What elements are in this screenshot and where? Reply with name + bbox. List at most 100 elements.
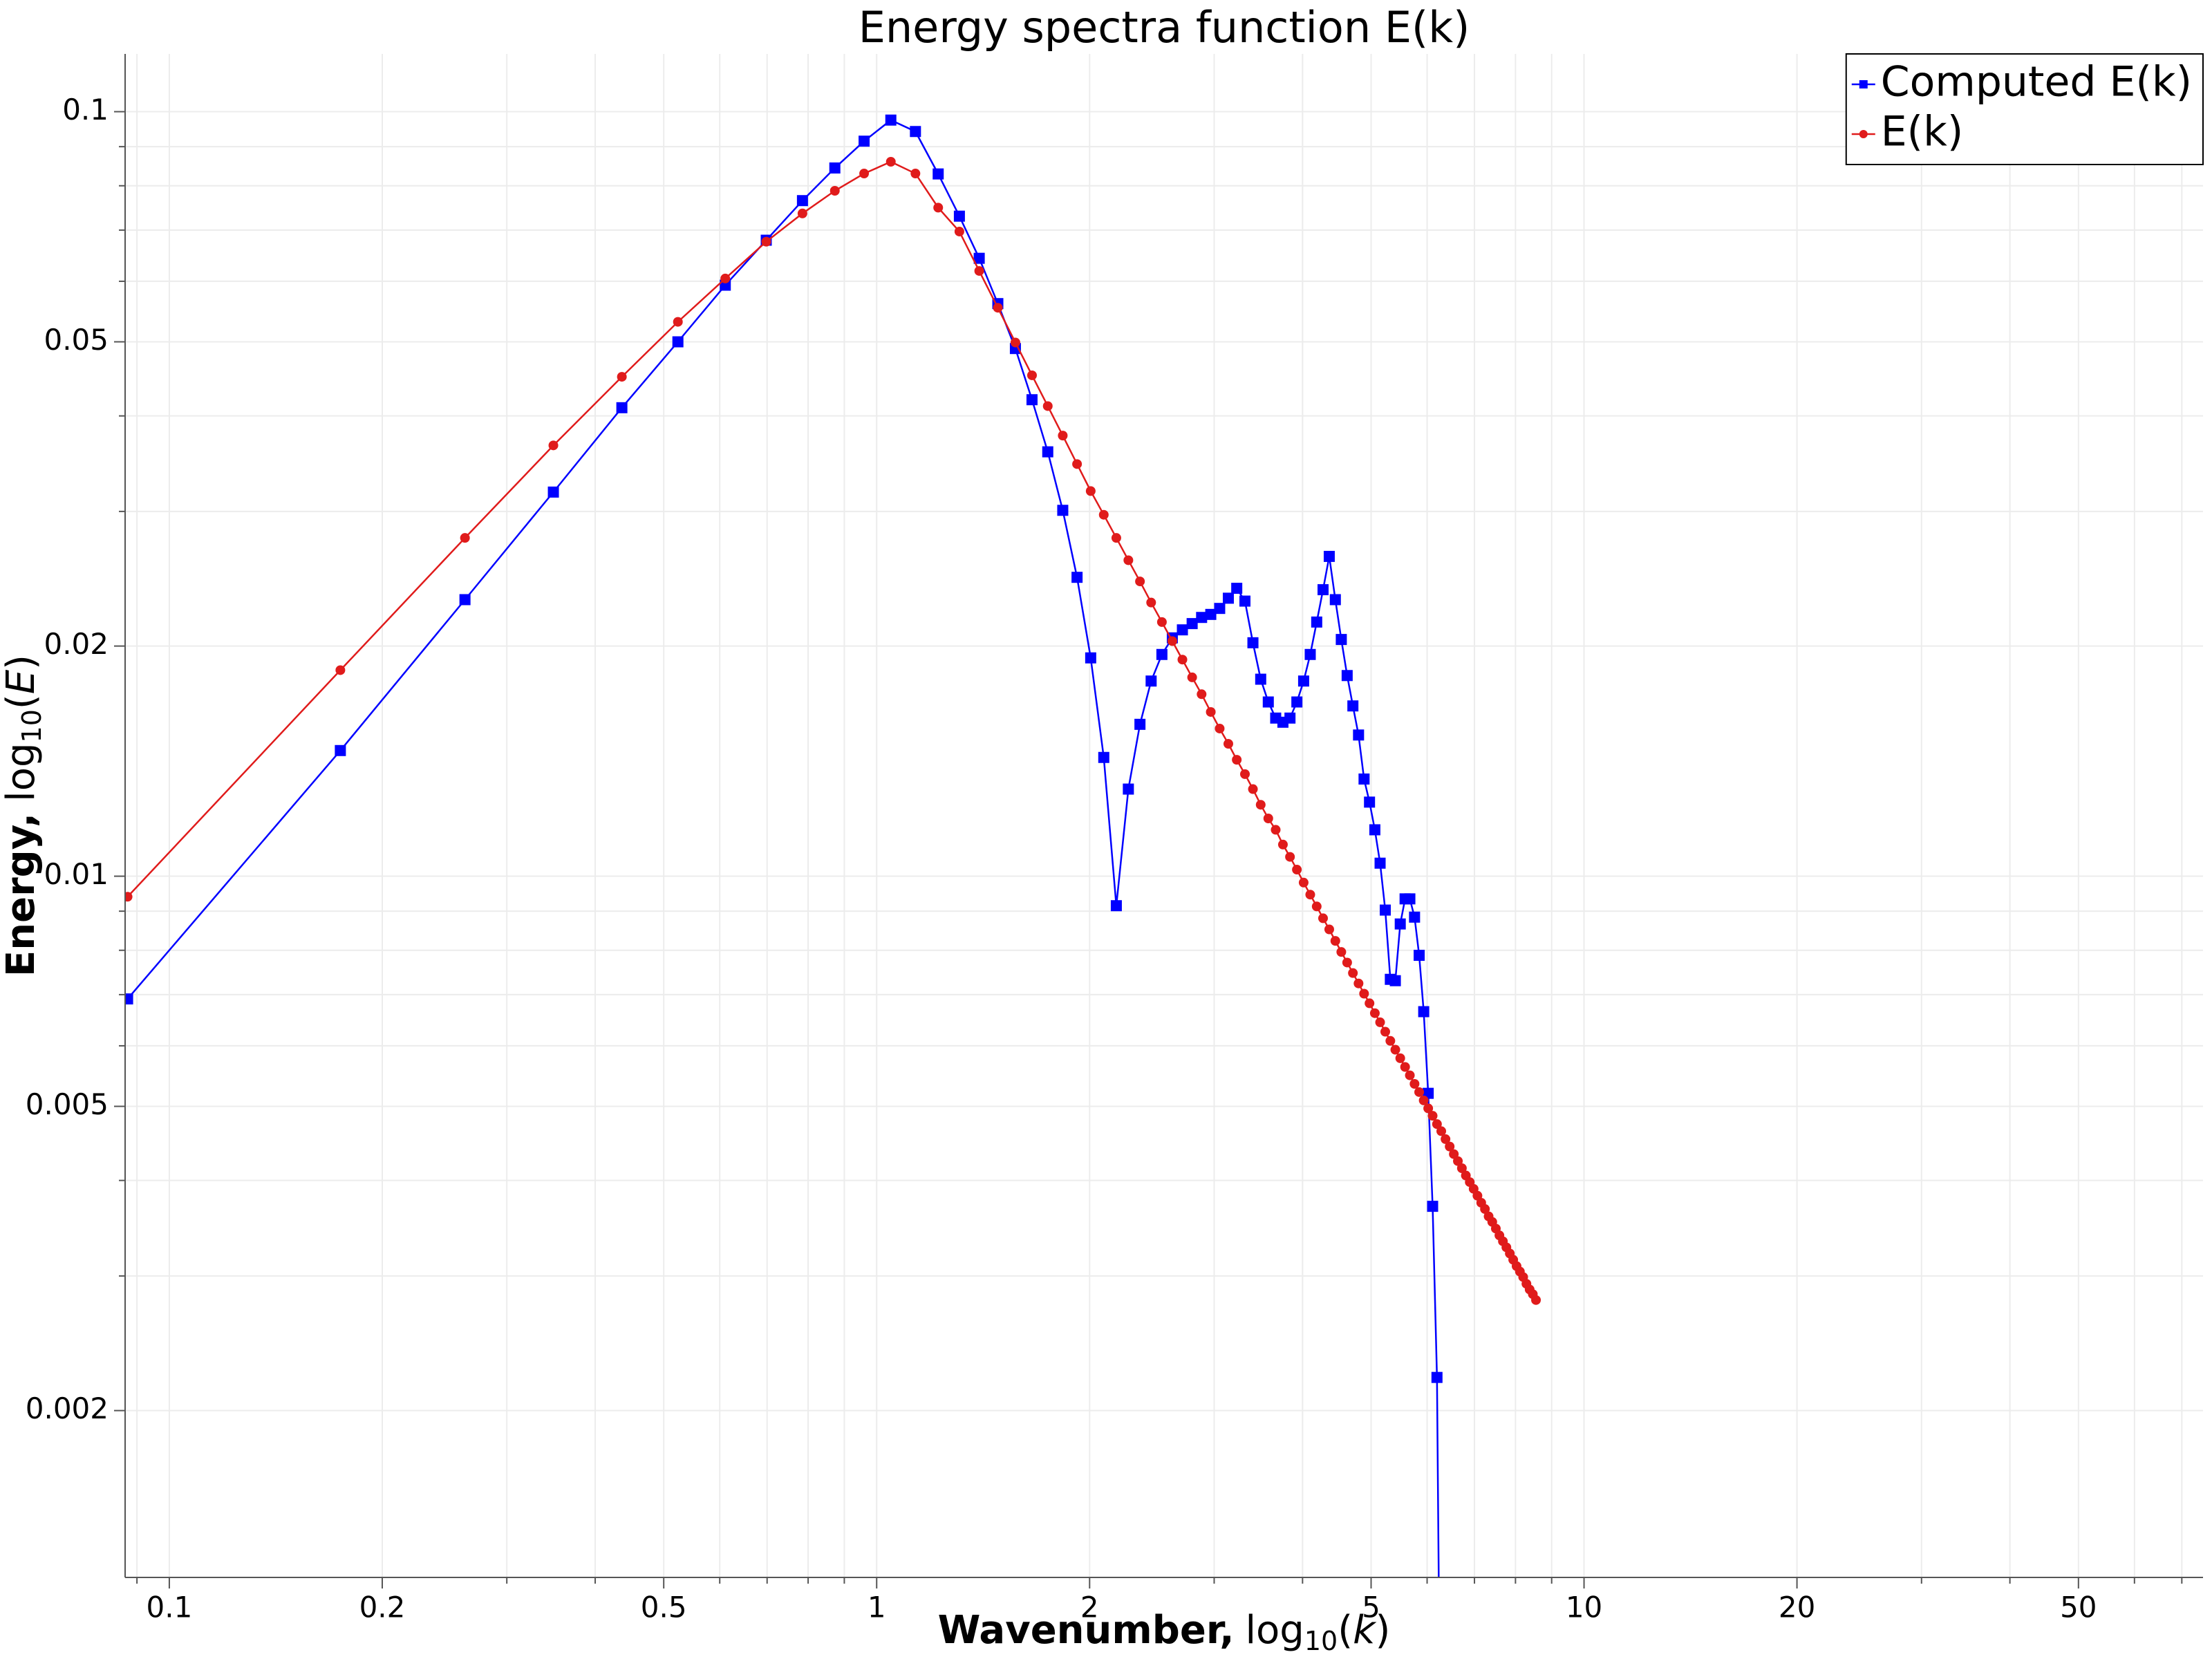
data-point [1414,950,1425,962]
data-point [910,126,921,138]
data-point [1027,370,1037,380]
axis-label-part: log [1245,1608,1304,1653]
data-point [1042,401,1053,411]
data-point [1385,1035,1396,1046]
data-point [672,336,684,348]
legend: Computed E(k)E(k) [1845,53,2204,165]
data-point [1072,459,1082,469]
data-point [1098,751,1109,763]
y-tick-label: 0.005 [26,1087,109,1121]
data-point [1323,550,1335,562]
data-point [761,236,771,247]
x-tick-label: 2 [1080,1591,1099,1624]
data-point [1358,773,1370,785]
data-point [1365,998,1375,1009]
data-point [1247,637,1259,648]
y-tick-label: 0.05 [44,323,109,357]
data-point [1441,1134,1451,1144]
legend-marker [1859,130,1868,138]
axes: 0.1 0.2 0.5 1 2 5 10 20 50 0.002 0.005 0.01 0.02 0.05… [26,54,2203,1624]
data-point [1374,857,1386,869]
data-point [1145,675,1157,687]
data-point [1291,696,1303,708]
data-point [1010,337,1020,348]
data-point [1390,1044,1400,1055]
data-point [1359,988,1369,999]
axis-label-part: 10 [1304,1626,1338,1656]
data-point [1311,616,1322,628]
data-point [125,993,133,1005]
axis-label-part: E [0,669,44,694]
data-point [1187,672,1197,682]
axis-label-part: ) [1376,1608,1391,1653]
legend-marker [1859,80,1868,88]
data-point [953,210,965,222]
data-point [1134,718,1146,730]
data-point [910,169,921,179]
y-axis-label: Energy, log10(E) [0,655,47,977]
x-tick-label: 0.2 [359,1591,406,1624]
data-point [1336,947,1347,957]
data-point [617,372,627,382]
y-tick-label: 0.01 [44,857,109,891]
data-point [1255,800,1266,810]
data-point [885,157,896,167]
data-point [1329,594,1341,606]
data-point [1167,636,1177,646]
data-point [1197,689,1207,700]
data-point [548,440,559,451]
data-point [1324,924,1334,935]
data-point [1263,814,1273,824]
data-point [1353,978,1364,988]
y-tick-label: 0.1 [62,93,109,126]
y-tick-label: 0.002 [26,1391,109,1425]
data-point [335,744,346,756]
data-point [993,303,1003,313]
axis-label-part: ) [0,655,44,670]
data-point [1342,957,1352,968]
data-point [1432,1119,1442,1130]
data-point [1453,1156,1463,1166]
data-point [1111,533,1121,543]
data-point [1232,755,1242,765]
axis-label-part: Energy, [0,813,44,977]
data-point [1304,648,1316,660]
data-point [1271,825,1281,835]
legend-label: E(k) [1881,108,1963,156]
data-point [1380,1027,1390,1037]
data-point [1205,608,1217,620]
data-point [1531,1295,1541,1305]
data-point [1085,652,1096,664]
x-tick-label: 20 [1779,1591,1815,1624]
data-point [797,208,807,218]
data-point [1375,1017,1385,1027]
data-point [1335,634,1347,646]
data-point [1431,1371,1443,1383]
data-point [1418,1095,1429,1105]
data-point [1298,877,1309,888]
data-point [720,273,731,283]
data-point [1409,1078,1420,1089]
data-point [1427,1111,1438,1121]
data-point [1318,913,1328,924]
data-point [1404,893,1416,905]
axis-label-part: ( [0,694,44,709]
x-tick-label: 5 [1362,1591,1380,1624]
data-point [1214,603,1226,615]
data-point [1057,505,1069,516]
data-point [1285,852,1295,862]
data-point [1423,1103,1434,1114]
data-point [1436,1126,1447,1136]
data-point [1156,617,1167,627]
data-point [1231,583,1243,594]
axis-label-part: Wavenumber, [938,1608,1235,1653]
data-point [1186,618,1198,630]
data-point [1369,1008,1380,1018]
data-point [973,252,985,264]
data-point [1135,577,1145,587]
data-point [1071,572,1083,583]
data-point [1369,824,1380,836]
x-tick-label: 0.5 [641,1591,687,1624]
axis-label-part: 10 [17,709,47,742]
